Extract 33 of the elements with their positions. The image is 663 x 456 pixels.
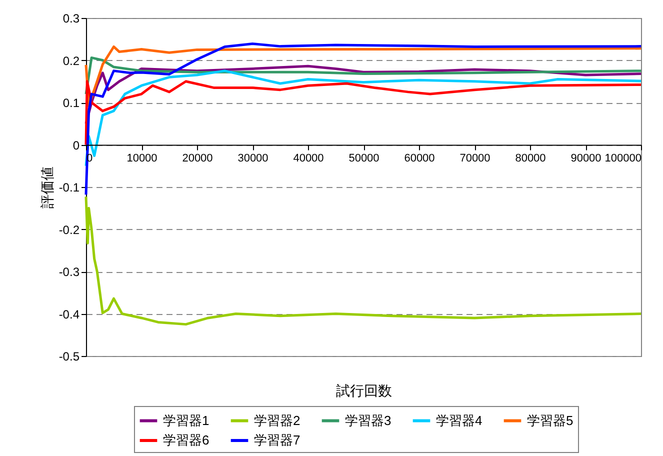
y-tick-label: 0	[72, 138, 80, 152]
x-tick-label: 10000	[126, 152, 158, 164]
legend-label: 学習器4	[436, 412, 482, 428]
y-tick-label: 0.2	[62, 54, 80, 68]
y-tick-label: 0.1	[62, 96, 80, 110]
legend-label: 学習器7	[254, 432, 300, 448]
x-axis-title: 試行回数	[336, 382, 392, 398]
legend-label: 学習器2	[254, 412, 300, 428]
legend-label: 学習器5	[527, 412, 574, 428]
x-tick-label: 70000	[460, 152, 490, 164]
y-axis-title: 評価値	[38, 166, 55, 208]
x-tick-label: 90000	[570, 152, 602, 164]
line-series	[84, 195, 642, 326]
y-tick-label: 0.3	[62, 12, 80, 26]
y-tick-label: -0.3	[58, 265, 80, 279]
x-tick-label: 80000	[515, 152, 546, 164]
x-tick-label: 60000	[404, 152, 435, 164]
line-series	[84, 70, 642, 168]
line-series	[84, 56, 642, 96]
x-tick-label: 20000	[182, 152, 213, 164]
y-tick-label: -0.4	[58, 307, 80, 322]
line-series	[84, 42, 642, 196]
x-tick-label: 30000	[238, 152, 268, 164]
x-tick-label: 50000	[348, 152, 380, 164]
line-series	[84, 45, 642, 108]
legend-label: 学習器1	[163, 412, 210, 428]
x-tick-label: 100000	[604, 152, 642, 164]
legend-label: 学習器3	[345, 412, 392, 428]
y-tick-label: -0.2	[58, 222, 80, 237]
y-tick-label: -0.1	[58, 180, 80, 194]
x-tick-label: 40000	[293, 152, 324, 164]
y-tick-label: -0.5	[58, 350, 80, 364]
legend-label: 学習器6	[163, 432, 210, 448]
